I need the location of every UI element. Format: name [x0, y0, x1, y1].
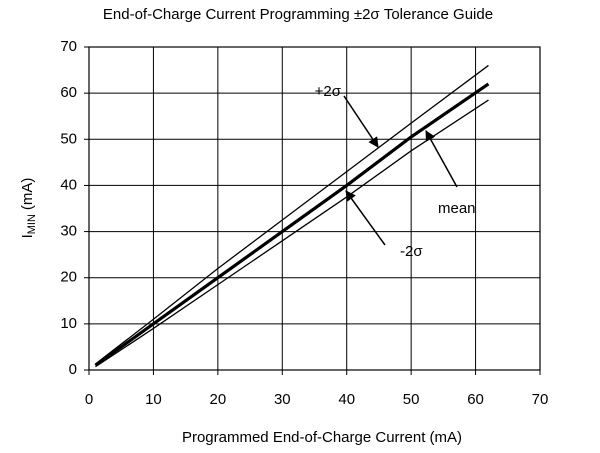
y-label-sub: MIN	[26, 214, 38, 234]
series-line	[94, 82, 490, 367]
y-label-main: I	[19, 234, 36, 238]
y-tick-label: 40	[60, 176, 77, 193]
annotation: mean	[438, 200, 476, 217]
x-tick-label: 20	[210, 391, 227, 408]
x-tick-label: 30	[274, 391, 291, 408]
annotation-arrow	[345, 190, 386, 246]
x-tick-label: 40	[338, 391, 355, 408]
y-tick-label: 60	[60, 84, 77, 101]
annotation: -2σ	[400, 243, 423, 260]
y-tick-label: 50	[60, 130, 77, 147]
y-tick-label: 0	[69, 361, 77, 378]
x-tick-label: 70	[532, 391, 549, 408]
y-tick-label: 30	[60, 223, 77, 240]
annotation: +2σ	[315, 83, 342, 100]
x-axis-label: Programmed End-of-Charge Current (mA)	[182, 429, 462, 446]
annotation-arrow	[425, 130, 458, 188]
x-tick-label: 60	[467, 391, 484, 408]
annotation-arrow	[343, 95, 379, 148]
x-tick-label: 50	[403, 391, 420, 408]
y-tick-label: 70	[60, 38, 77, 55]
chart-title: End-of-Charge Current Programming ±2σ To…	[103, 6, 493, 23]
y-label-unit: (mA)	[19, 178, 36, 211]
x-tick-label: 10	[145, 391, 162, 408]
plot-frame	[88, 46, 541, 371]
y-tick-label: 20	[60, 269, 77, 286]
y-axis-label: IMIN (mA)	[19, 178, 38, 239]
x-tick-label: 0	[85, 391, 93, 408]
series-line	[95, 64, 489, 365]
series-line	[95, 99, 489, 368]
y-tick-label: 10	[60, 315, 77, 332]
